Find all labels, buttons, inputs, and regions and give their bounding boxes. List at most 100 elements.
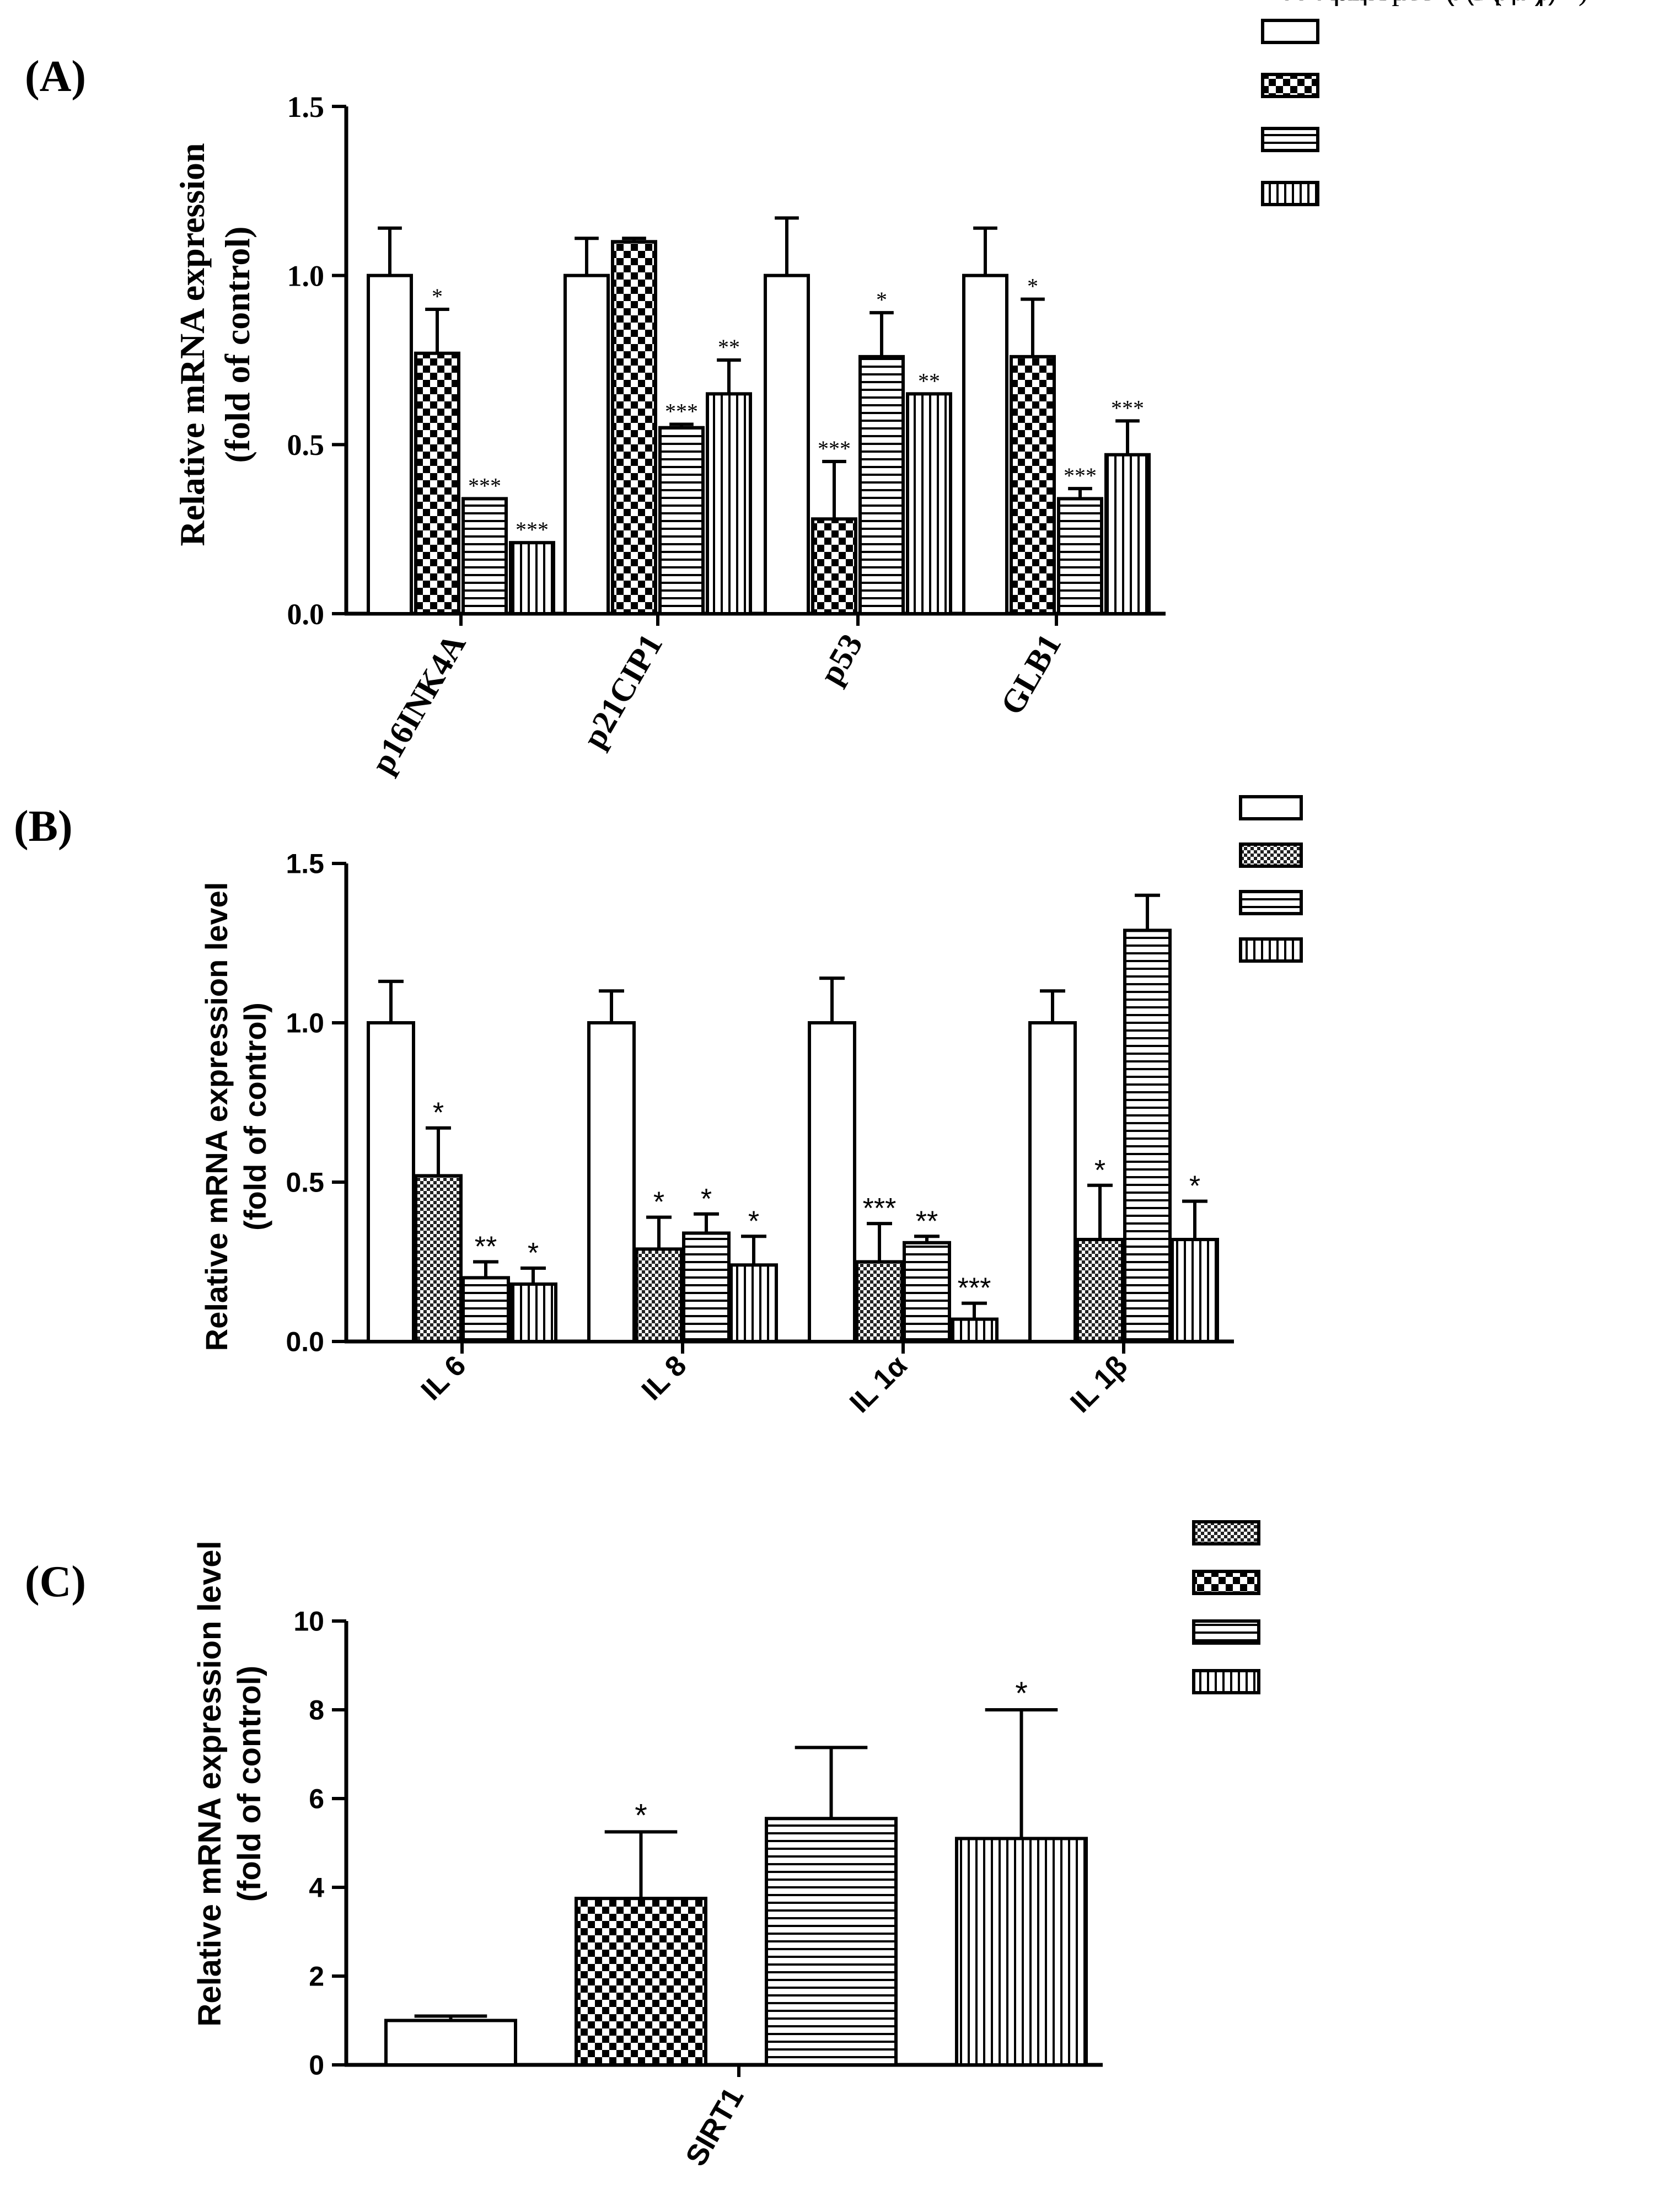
panel-b-category-label: IL 1α	[844, 1349, 913, 1419]
panel-b-legend-label: compound 4 (10 μM)	[1312, 0, 1557, 6]
panel-a-category-label: p16INK4A	[364, 628, 473, 780]
panel-c-bar	[955, 1837, 1088, 2067]
panel-c-legend-swatch	[1192, 1570, 1260, 1595]
panel-b-bar	[903, 1241, 951, 1344]
panel-b-significance-label: *	[433, 1097, 444, 1129]
panel-b-legend-swatch	[1239, 795, 1303, 820]
panel-b-significance-label: *	[528, 1237, 539, 1269]
panel-a-significance-label: ***	[665, 399, 698, 424]
panel-a-bar	[461, 497, 508, 616]
panel-b-ylabel-line2: (fold of control)	[238, 1002, 272, 1231]
panel-c-legend-swatch	[1192, 1619, 1260, 1645]
panel-b-bar	[1171, 1238, 1219, 1344]
panel-a-significance-label: **	[718, 335, 740, 359]
panel-b-legend-label: compound 2 (10 μM)	[1312, 0, 1557, 6]
panel-a-bar	[1104, 453, 1151, 615]
panel-b-legend-swatch	[1239, 890, 1303, 915]
panel-a-significance-label: ***	[468, 473, 501, 498]
panel-b-bar	[682, 1231, 731, 1343]
panel-b-bar	[729, 1263, 778, 1344]
panel-a-y-tick-label: 0.0	[287, 598, 325, 631]
panel-c-legend-label: compound 2 (10 μM)	[1279, 0, 1544, 7]
panel-a-y-tick-label: 1.5	[287, 90, 325, 124]
panel-a-bar	[1057, 497, 1103, 616]
panel-c-y-tick-label: 8	[309, 1695, 324, 1726]
panel-a-ylabel-line2: (fold of control)	[218, 227, 257, 463]
panel-b-category-label: IL 6	[415, 1349, 473, 1407]
panel-c-significance-label: *	[1015, 1676, 1028, 1711]
panel-c-legend-label: compound 4 (10 μM)	[1279, 0, 1544, 7]
panel-a-significance-label: ***	[818, 436, 851, 461]
panel-a-category-label: GLB1	[994, 628, 1069, 721]
panel-a-significance-label: ***	[1111, 395, 1144, 420]
panel-a-bar	[962, 273, 1008, 615]
panel-b-significance-label: ***	[863, 1193, 897, 1225]
panel-a-legend-label: compound 2 (10 μM)	[1343, 0, 1588, 7]
panel-c-ylabel-line2: (fold of control)	[232, 1666, 267, 1902]
panel-b-significance-label: *	[1094, 1155, 1105, 1187]
panel-a-bar	[414, 351, 460, 615]
panel-a-label: (A)	[25, 52, 86, 101]
panel-c-category-label: SIRT1	[679, 2082, 750, 2172]
panel-c-y-tick-label: 6	[309, 1784, 324, 1815]
panel-b-y-tick-label: 1.0	[286, 1008, 324, 1039]
panel-b-significance-label: ***	[958, 1273, 991, 1305]
panel-a-bar	[906, 392, 952, 615]
panel-a-bar	[858, 355, 905, 615]
panel-a-bar	[811, 517, 857, 615]
panel-a-significance-label: *	[432, 284, 443, 309]
panel-b-y-tick-label: 0.5	[286, 1167, 324, 1198]
panel-b-category-label: IL 1β	[1064, 1349, 1134, 1419]
panel-b-bar	[509, 1282, 557, 1343]
panel-c-legend-label: DMSO	[1279, 0, 1365, 7]
panel-b-y-tick-label: 0.0	[286, 1327, 324, 1357]
panel-c-bar	[384, 2019, 517, 2067]
panel-c-bar	[575, 1897, 707, 2067]
panel-b-legend-swatch	[1239, 842, 1303, 868]
panel-b-bar	[1123, 929, 1172, 1343]
panel-a-bar	[764, 273, 810, 615]
panel-b-bar	[1028, 1021, 1077, 1343]
panel-b-significance-label: *	[701, 1183, 712, 1215]
panel-c-y-tick-label: 10	[293, 1606, 324, 1637]
panel-b-label: (B)	[14, 802, 73, 851]
panel-a-category-label: p21CIP1	[576, 628, 670, 754]
panel-c-y-tick-label: 2	[309, 1961, 324, 1992]
panel-b-bar	[461, 1276, 510, 1343]
charts-layer: 0.00.51.01.5*******p16INK4A*****p21CIP1*…	[286, 0, 1588, 2172]
panel-c-significance-label: *	[635, 1797, 647, 1833]
panel-b-bar	[950, 1317, 999, 1344]
panel-b-y-tick-label: 1.5	[286, 849, 324, 879]
panel-b-legend-label: compound 9 (10 μM)	[1312, 0, 1557, 6]
panel-a-significance-label: *	[876, 287, 887, 312]
panel-a-legend-swatch	[1261, 181, 1319, 206]
panel-a-category-label: p53	[812, 628, 869, 691]
panel-a-y-tick-label: 0.5	[287, 428, 325, 461]
panel-b-significance-label: *	[1189, 1171, 1200, 1203]
panel-c-legend-swatch	[1192, 1669, 1260, 1694]
panel-b-bar	[367, 1021, 415, 1343]
panel-a-legend-swatch	[1261, 19, 1319, 44]
panel-b-category-label: IL 8	[636, 1349, 693, 1407]
panel-a-significance-label: ***	[516, 517, 549, 542]
panel-a-bar	[611, 240, 657, 616]
panel-a-legend-label: compound 9 (10 μM)	[1343, 0, 1588, 7]
panel-c-label: (C)	[25, 1558, 86, 1606]
panel-c-legend-label: compound 9 (10 μM)	[1279, 0, 1544, 7]
panel-b-bar	[1076, 1238, 1124, 1344]
panel-b-ylabel-line1: Relative mRNA expression level	[199, 882, 234, 1351]
panel-c-y-tick-label: 4	[309, 1872, 324, 1903]
panel-b-significance-label: **	[475, 1231, 497, 1263]
panel-a-bar	[509, 541, 555, 616]
panel-b-significance-label: **	[916, 1205, 938, 1237]
panel-b-bar	[808, 1021, 856, 1343]
panel-c-ylabel-line1: Relative mRNA expression level	[192, 1541, 228, 2026]
panel-a-legend-swatch	[1261, 73, 1319, 98]
panel-a-significance-label: *	[1027, 274, 1038, 299]
panel-a-bar	[706, 392, 752, 615]
panel-b-significance-label: *	[653, 1187, 664, 1219]
panel-a-significance-label: ***	[1064, 463, 1097, 488]
panel-b-bar	[635, 1247, 683, 1343]
panel-a-significance-label: **	[918, 368, 940, 393]
